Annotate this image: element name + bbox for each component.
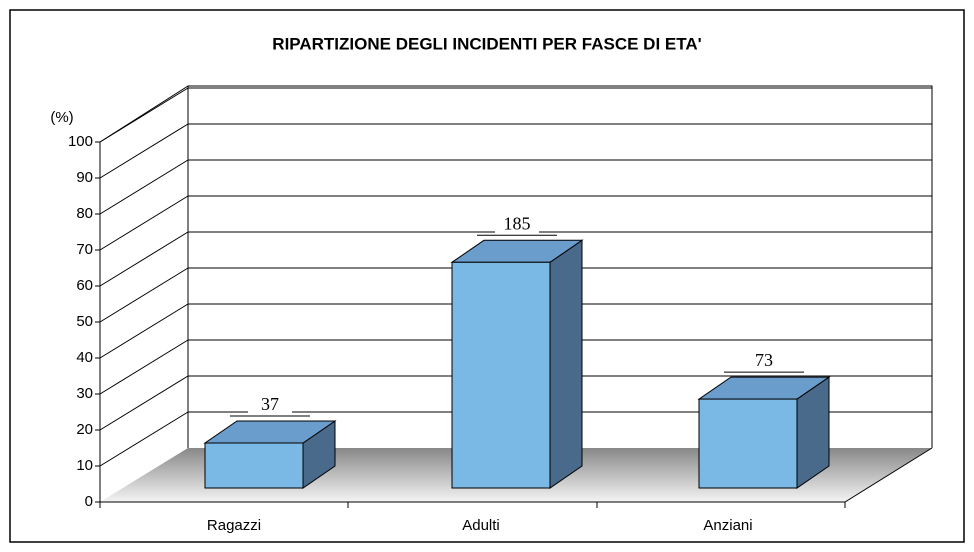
y-tick-label: 50 (76, 313, 93, 330)
side-wall (99, 85, 189, 448)
data-label: 73 (755, 350, 773, 370)
y-tick-label: 20 (76, 421, 93, 438)
bar (451, 261, 551, 489)
grid-line (99, 231, 189, 287)
label-bg (495, 213, 539, 235)
label-bg (248, 394, 292, 415)
grid-line (99, 159, 189, 215)
grid-line (99, 375, 189, 431)
y-tick-label: 60 (76, 277, 93, 294)
grid-line (99, 411, 189, 467)
label-bg (742, 350, 786, 372)
x-tick-label: Adulti (462, 517, 500, 534)
data-label: 37 (261, 394, 279, 414)
grid-line (99, 339, 189, 395)
y-tick-label: 10 (76, 457, 93, 474)
bar (698, 398, 798, 489)
y-tick-label: 40 (76, 349, 93, 366)
grid-line (99, 123, 189, 179)
y-tick-label: 80 (76, 205, 93, 222)
grid-line (99, 195, 189, 251)
back-wall (188, 85, 933, 448)
y-tick-label: 90 (76, 169, 93, 186)
data-label: 185 (504, 213, 531, 233)
x-tick-label: Anziani (703, 517, 752, 534)
y-tick-label: 100 (68, 133, 93, 150)
grid-line (99, 87, 189, 143)
y-tick-label: 30 (76, 385, 93, 402)
bar (204, 442, 304, 489)
y-axis-label: (%) (50, 109, 73, 126)
y-tick-label: 70 (76, 241, 93, 258)
bar-side (549, 239, 583, 489)
grid-line (99, 267, 189, 323)
grid-line (99, 303, 189, 359)
chart-title: RIPARTIZIONE DEGLI INCIDENTI PER FASCE D… (272, 34, 701, 53)
x-tick-label: Ragazzi (207, 517, 261, 534)
y-tick-label: 0 (85, 493, 93, 510)
